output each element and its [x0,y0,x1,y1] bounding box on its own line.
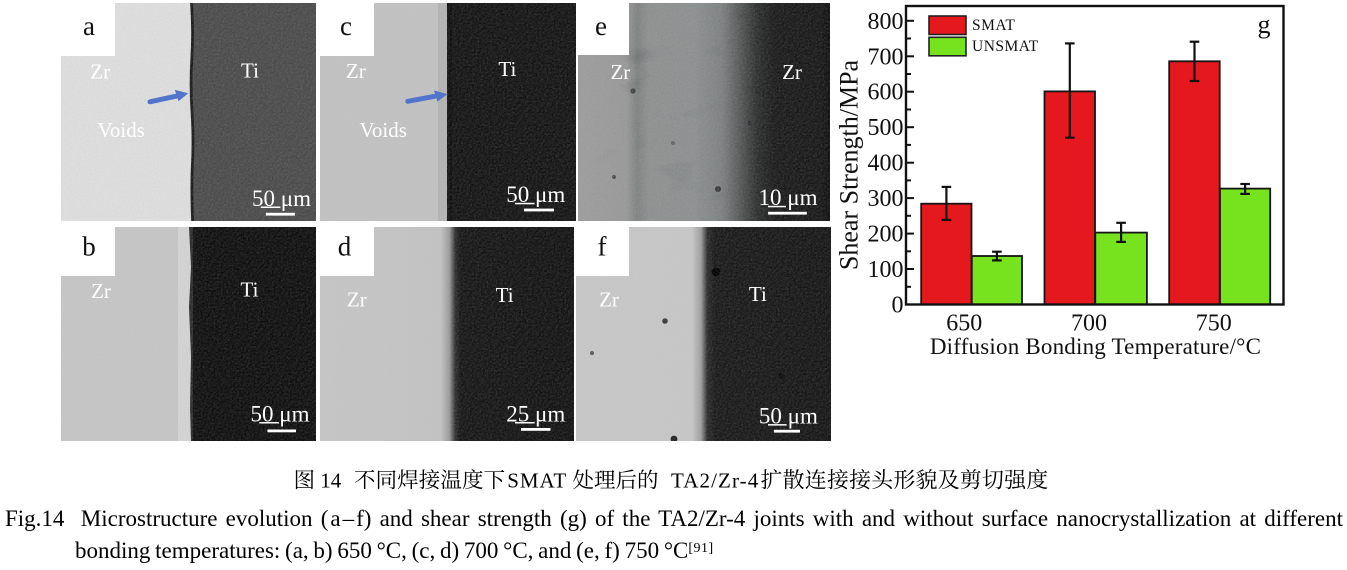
svg-text:b: b [82,232,96,262]
svg-text:Zr: Zr [599,287,619,311]
svg-text:Zr: Zr [347,287,367,311]
svg-text:400: 400 [868,151,904,177]
svg-text:Zr: Zr [610,60,630,84]
svg-text:Zr: Zr [346,59,366,83]
svg-text:Zr: Zr [782,60,802,84]
svg-text:200: 200 [868,222,904,248]
svg-text:600: 600 [868,80,904,106]
svg-text:Zr: Zr [91,279,111,303]
svg-text:750: 750 [1196,311,1232,337]
svg-text:SMAT: SMAT [972,17,1015,34]
svg-text:TA2/Zr-4: TA2/Zr-4 [671,469,759,493]
svg-text:Diffusion Bonding Temperature/: Diffusion Bonding Temperature/°C [930,334,1261,359]
svg-text:700: 700 [868,44,904,70]
svg-text:c: c [340,11,352,41]
svg-text:10 μm: 10 μm [759,185,818,210]
svg-text:Ti: Ti [498,57,516,81]
svg-text:SMAT: SMAT [507,469,567,493]
svg-text:14: 14 [320,469,342,493]
svg-text:100: 100 [868,257,904,283]
svg-text:Ti: Ti [496,283,514,307]
svg-text:500: 500 [868,115,904,141]
svg-text:f: f [598,232,607,262]
svg-text:e: e [595,11,607,41]
svg-text:650: 650 [946,311,982,337]
svg-text:Ti: Ti [749,282,767,306]
svg-text:Ti: Ti [241,278,259,302]
svg-text:0: 0 [892,293,904,319]
svg-text:Zr: Zr [90,60,110,84]
svg-text:300: 300 [868,186,904,212]
svg-text:d: d [338,232,352,262]
svg-text:Ti: Ti [241,59,259,83]
svg-text:Voids: Voids [97,118,144,142]
svg-text:800: 800 [868,9,904,35]
svg-text:Shear Strength/MPa: Shear Strength/MPa [835,59,864,270]
svg-text:UNSMAT: UNSMAT [972,38,1039,55]
svg-text:Voids: Voids [359,118,406,142]
svg-text:50 μm: 50 μm [759,403,818,428]
svg-text:700: 700 [1071,311,1107,337]
svg-text:g: g [1258,10,1271,39]
svg-text:a: a [83,11,95,41]
